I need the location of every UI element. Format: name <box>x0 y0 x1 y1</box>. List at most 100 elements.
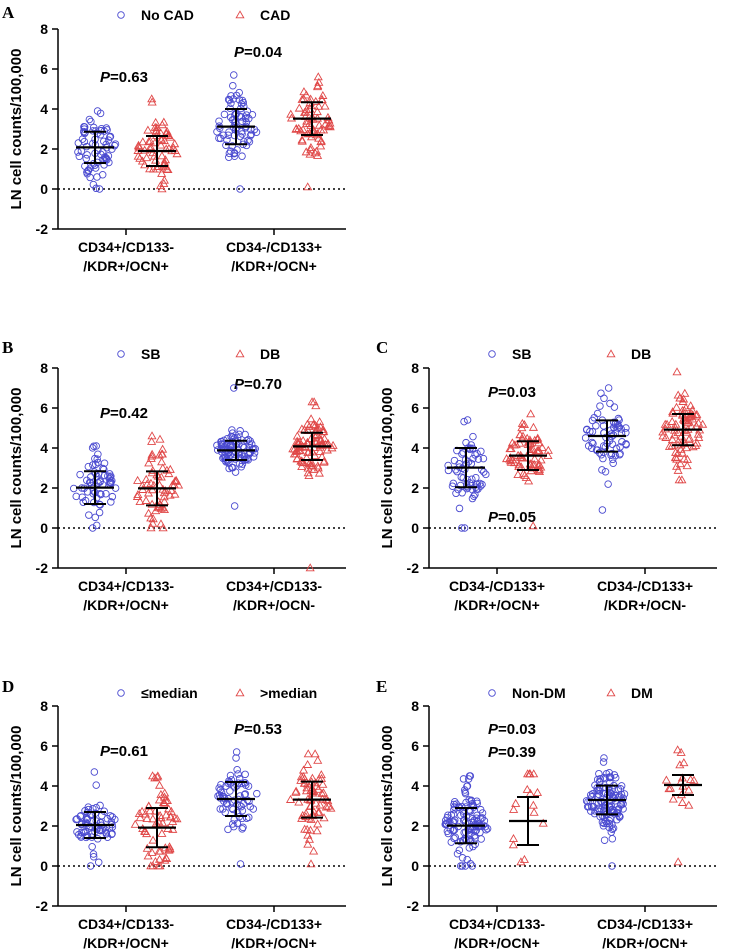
data-point-triangle <box>147 847 157 856</box>
data-point-circle <box>108 145 116 153</box>
data-point-circle <box>599 454 607 463</box>
series-points <box>130 771 182 870</box>
data-point-circle <box>465 844 474 852</box>
mean-sd-bar <box>76 130 114 164</box>
category-label-line1: CD34-/CD133+ <box>226 916 322 932</box>
data-point-triangle <box>157 120 167 129</box>
data-point-circle <box>468 815 477 823</box>
mean-sd-bar <box>293 431 331 461</box>
data-point-circle <box>477 814 485 822</box>
data-point-circle <box>92 817 100 825</box>
data-point-circle <box>237 100 246 108</box>
p-value-annotation: P=0.05 <box>488 509 536 526</box>
data-point-triangle <box>148 861 158 870</box>
data-point-circle <box>96 801 104 810</box>
data-point-circle <box>79 498 87 506</box>
data-point-circle <box>588 416 597 425</box>
data-point-triangle <box>296 126 306 135</box>
data-point-circle <box>608 862 616 870</box>
p-value-symbol: P <box>100 69 111 86</box>
data-point-triangle <box>291 123 301 132</box>
data-point-circle <box>596 402 604 410</box>
data-point-circle <box>616 443 624 451</box>
data-point-triangle <box>142 153 152 162</box>
p-value-symbol: P <box>100 405 111 422</box>
data-point-circle <box>94 858 103 867</box>
category-label-line1: CD34-/CD133+ <box>597 578 693 594</box>
data-point-triangle <box>528 521 538 530</box>
data-point-circle <box>619 805 627 813</box>
data-point-circle <box>88 444 97 452</box>
data-point-circle <box>450 456 459 465</box>
category-label-line1: CD34+/CD133- <box>78 916 174 932</box>
data-point-circle <box>588 438 596 447</box>
data-point-triangle <box>310 749 320 758</box>
data-point-triangle <box>305 149 315 158</box>
data-point-circle <box>470 492 478 501</box>
data-point-triangle <box>303 463 313 472</box>
data-point-circle <box>482 470 490 479</box>
data-point-triangle <box>151 155 161 164</box>
data-point-triangle <box>673 857 683 866</box>
category-label-line2: /KDR+/OCN+ <box>454 597 540 613</box>
panel-letter: D <box>2 677 14 696</box>
data-point-triangle <box>686 774 696 783</box>
data-point-circle <box>598 797 606 806</box>
data-point-circle <box>451 833 460 842</box>
data-point-circle <box>83 815 92 824</box>
data-point-circle <box>227 113 235 122</box>
data-point-triangle <box>133 490 143 499</box>
data-point-circle <box>230 822 238 831</box>
data-point-circle <box>609 418 618 427</box>
data-point-triangle <box>314 101 324 110</box>
p-value-number: =0.39 <box>498 744 536 761</box>
data-point-triangle <box>684 800 694 809</box>
data-point-triangle <box>141 474 151 483</box>
data-point-circle <box>92 781 100 789</box>
data-point-triangle <box>147 436 157 445</box>
data-point-triangle <box>303 779 313 788</box>
data-point-circle <box>450 805 458 814</box>
p-value-number: =0.63 <box>110 69 148 86</box>
data-point-triangle <box>315 800 325 809</box>
data-point-circle <box>84 803 93 811</box>
data-point-circle <box>472 485 481 493</box>
data-point-circle <box>601 774 609 783</box>
data-point-triangle <box>671 453 681 462</box>
data-point-circle <box>84 462 93 471</box>
data-point-circle <box>239 823 247 832</box>
data-point-circle <box>252 128 261 136</box>
y-tick-label: 8 <box>40 21 48 37</box>
data-point-circle <box>241 790 249 798</box>
data-point-triangle <box>145 142 156 151</box>
data-point-circle <box>93 455 101 463</box>
data-point-circle <box>102 489 110 498</box>
data-point-circle <box>231 110 239 119</box>
data-point-circle <box>592 422 600 430</box>
data-point-triangle <box>165 464 175 473</box>
data-point-circle <box>608 821 616 829</box>
data-point-triangle <box>298 765 309 774</box>
legend-marker <box>117 689 125 697</box>
category-label-line1: CD34+/CD133- <box>226 578 322 594</box>
data-point-triangle <box>677 448 688 457</box>
data-point-circle <box>465 772 474 780</box>
data-point-circle <box>609 824 618 832</box>
legend-label: >median <box>260 685 317 701</box>
data-point-triangle <box>152 772 162 781</box>
data-point-circle <box>94 458 102 467</box>
y-tick-label: 6 <box>40 400 48 416</box>
data-point-circle <box>230 502 239 510</box>
data-point-triangle <box>301 812 311 821</box>
data-point-circle <box>452 489 460 498</box>
data-point-circle <box>471 834 479 842</box>
legend-marker <box>235 688 245 697</box>
panel-letter: C <box>376 338 388 357</box>
data-point-triangle <box>160 155 171 164</box>
data-point-triangle <box>310 426 321 435</box>
data-point-circle <box>102 828 111 837</box>
data-point-circle <box>232 91 241 100</box>
mean-sd-bar <box>217 108 255 146</box>
data-point-circle <box>601 468 610 476</box>
